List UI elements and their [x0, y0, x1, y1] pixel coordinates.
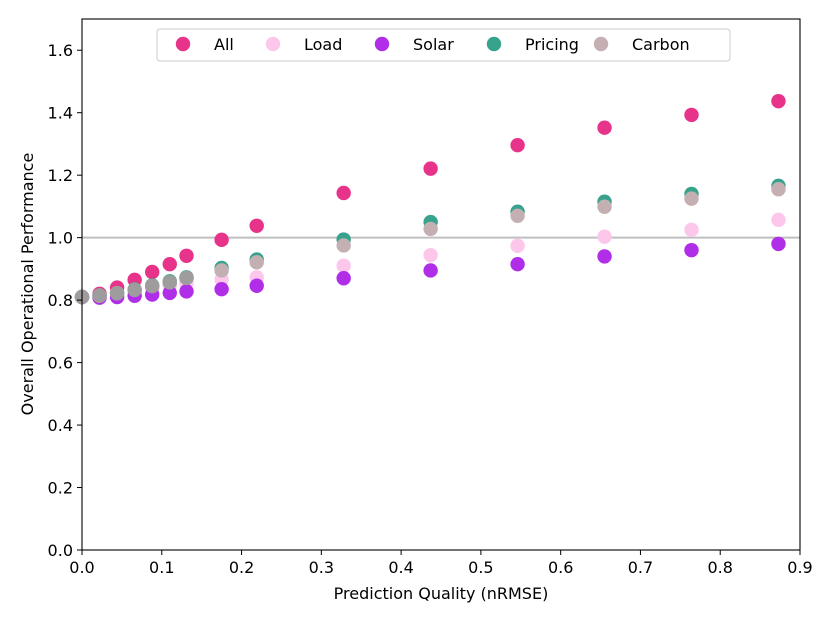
- point-solar: [771, 236, 786, 252]
- legend-entry-load: Load: [265, 35, 342, 54]
- point-carbon: [336, 238, 351, 253]
- legend-label: Solar: [413, 35, 454, 54]
- point-all: [510, 137, 525, 153]
- y-tick-label: 1.0: [48, 229, 73, 248]
- point-all: [249, 218, 264, 233]
- point-load: [336, 258, 351, 273]
- point-load: [597, 229, 612, 244]
- point-solar: [597, 249, 612, 264]
- point-load: [684, 222, 699, 238]
- x-axis-label: Prediction Quality (nRMSE): [334, 584, 549, 603]
- point-all: [162, 256, 177, 272]
- y-tick-label: 0.4: [48, 416, 73, 435]
- point-all: [423, 161, 438, 176]
- point-load: [510, 238, 525, 253]
- point-solar: [162, 285, 177, 301]
- point-carbon: [684, 191, 699, 206]
- x-tick-label: 0.3: [309, 558, 334, 577]
- point-solar: [423, 263, 438, 278]
- overlap-point: [145, 278, 160, 294]
- point-carbon: [771, 182, 786, 197]
- point-solar: [179, 284, 194, 299]
- x-tick-label: 0.0: [69, 558, 94, 577]
- x-tick-label: 0.6: [548, 558, 573, 577]
- overlap-point: [179, 270, 194, 286]
- overlap-point: [109, 286, 125, 301]
- overlap-point: [92, 288, 107, 303]
- point-carbon: [423, 221, 438, 237]
- point-load: [423, 247, 438, 263]
- point-solar: [684, 242, 699, 258]
- legend-entry-all: All: [175, 35, 234, 54]
- legend-marker: [175, 36, 191, 52]
- x-tick-label: 0.1: [149, 558, 174, 577]
- point-carbon: [214, 263, 229, 278]
- legend-marker: [265, 36, 281, 52]
- legend-marker: [486, 36, 502, 52]
- series-solar: [74, 236, 786, 305]
- overlap-point: [162, 275, 177, 290]
- x-tick-label: 0.8: [707, 558, 732, 577]
- x-tick-label: 0.2: [229, 558, 254, 577]
- legend-label: Load: [304, 35, 342, 54]
- point-all: [145, 264, 160, 280]
- x-tick-label: 0.9: [787, 558, 812, 577]
- y-tick-label: 0.6: [48, 354, 73, 373]
- y-tick-label: 0.2: [48, 479, 73, 498]
- overlap-point: [127, 282, 142, 298]
- legend-frame: [156, 28, 731, 62]
- x-tick-label: 0.7: [628, 558, 653, 577]
- point-load: [771, 212, 786, 228]
- point-carbon: [510, 208, 525, 223]
- point-all: [179, 248, 194, 263]
- x-tick-label: 0.5: [468, 558, 493, 577]
- y-tick-label: 1.2: [48, 166, 73, 185]
- point-carbon: [249, 255, 264, 270]
- y-axis-label: Overall Operational Performance: [18, 153, 37, 416]
- y-tick-label: 0.0: [48, 541, 73, 560]
- point-all: [214, 232, 229, 248]
- point-solar: [249, 278, 264, 293]
- series-all: [74, 93, 786, 305]
- point-all: [336, 185, 351, 201]
- y-tick-label: 1.4: [48, 104, 73, 123]
- point-solar: [336, 271, 351, 286]
- x-tick-label: 0.4: [388, 558, 413, 577]
- legend: All Load Solar Pricing Carbon: [156, 28, 731, 62]
- point-carbon: [597, 199, 612, 214]
- y-tick-label: 1.6: [48, 41, 73, 60]
- plot-frame: [81, 18, 801, 551]
- legend-entry-carbon: Carbon: [593, 35, 690, 54]
- legend-label: Carbon: [632, 35, 690, 54]
- point-all: [597, 120, 612, 135]
- point-all: [684, 107, 699, 123]
- y-tick-label: 0.8: [48, 291, 73, 310]
- point-solar: [214, 281, 229, 297]
- point-solar: [510, 256, 525, 272]
- legend-label: All: [214, 35, 234, 54]
- point-all: [771, 93, 786, 109]
- legend-marker: [374, 36, 390, 52]
- legend-entry-solar: Solar: [374, 35, 454, 54]
- legend-marker: [593, 36, 609, 52]
- legend-label: Pricing: [525, 35, 579, 54]
- legend-entry-pricing: Pricing: [486, 35, 579, 54]
